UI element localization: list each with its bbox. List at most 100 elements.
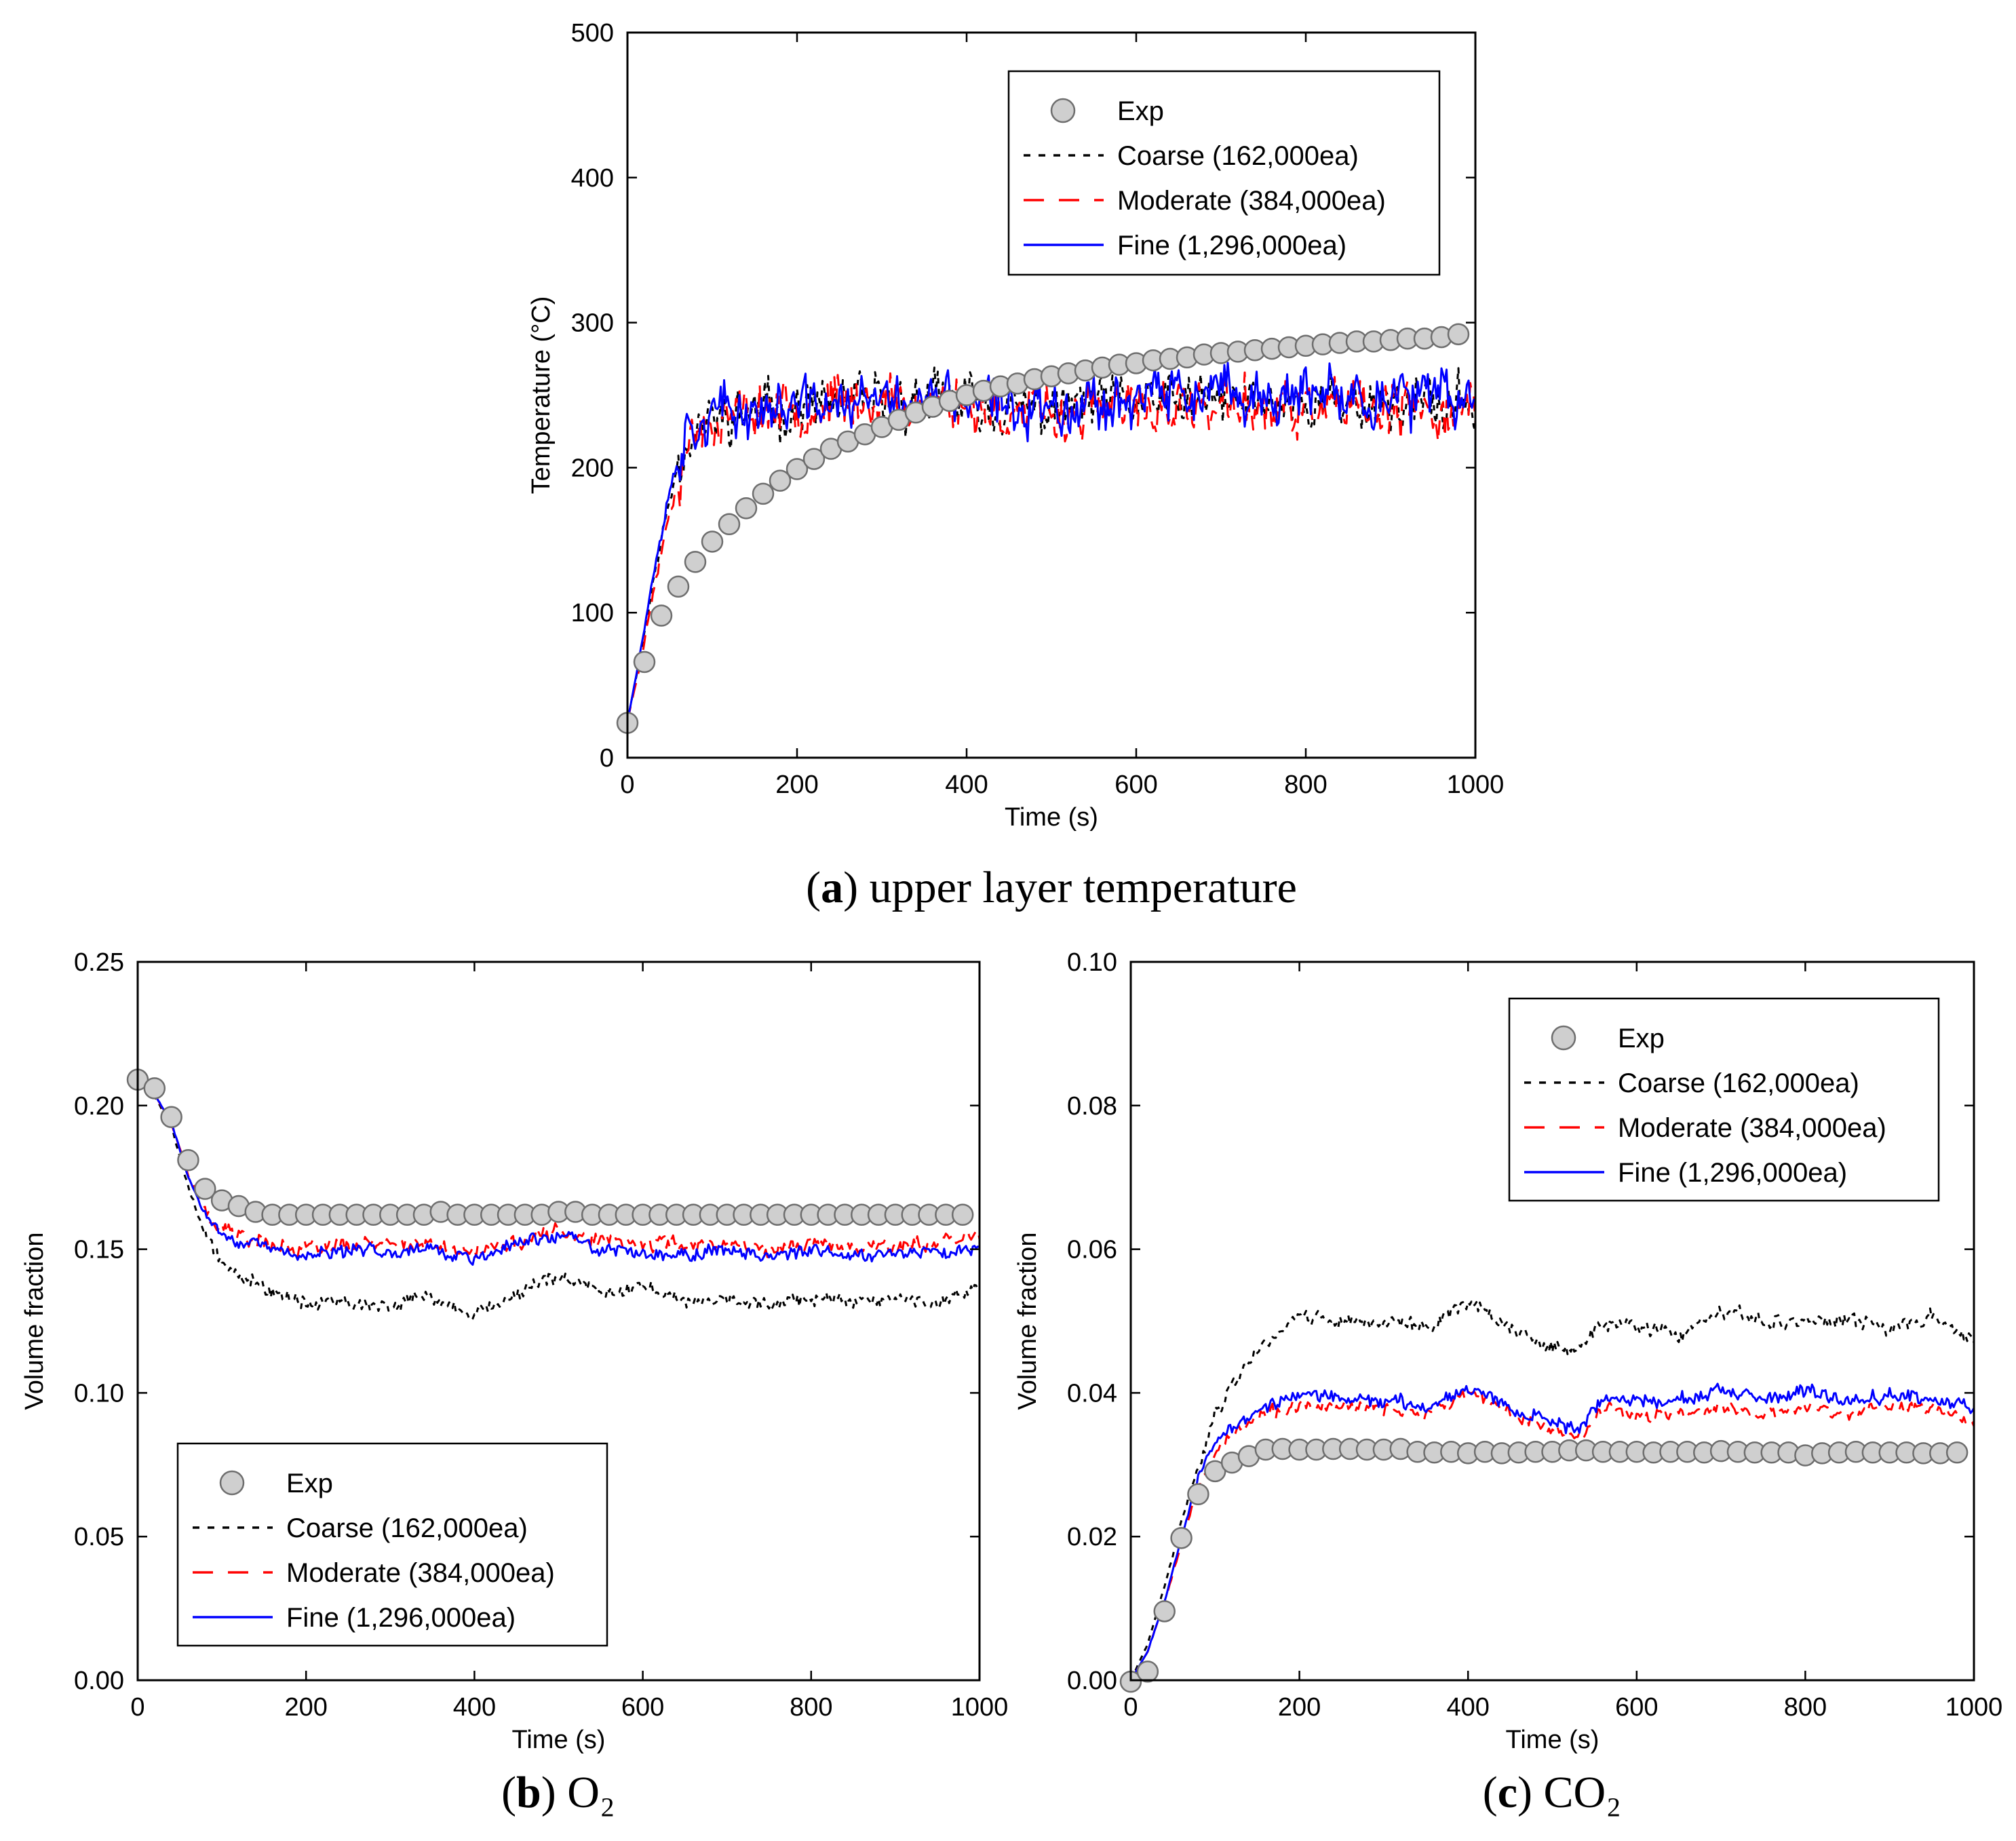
- exp-marker: [177, 1149, 199, 1171]
- exp-marker: [752, 482, 775, 505]
- caption-a: (a) upper layer temperature: [806, 863, 1297, 912]
- y-tick-label: 400: [571, 164, 614, 193]
- x-tick-label: 200: [284, 1693, 327, 1722]
- exp-marker: [951, 1203, 974, 1226]
- legend-box: [1508, 997, 1940, 1202]
- y-tick-label: 0.08: [1067, 1092, 1117, 1121]
- x-tick-label: 800: [1284, 771, 1327, 799]
- y-tick-label: 0.06: [1067, 1236, 1117, 1264]
- caption-letter: c: [1498, 1768, 1517, 1817]
- caption-letter: b: [516, 1768, 541, 1817]
- caption-paren-open: (: [806, 863, 821, 912]
- x-tick-label: 600: [621, 1693, 664, 1722]
- legend-label-exp: Exp: [286, 1469, 333, 1498]
- exp-marker: [684, 551, 707, 573]
- x-tick-label: 0: [1123, 1693, 1138, 1722]
- series-line-moderate: [138, 1079, 980, 1258]
- y-tick-label: 0.10: [1067, 948, 1117, 977]
- y-tick-label: 0.02: [1067, 1523, 1117, 1551]
- legend-box: [1007, 70, 1441, 276]
- y-tick-label: 100: [571, 599, 614, 627]
- chart-panel-c: 0 200 400 600 800 1000 0.00 0.02 0.04 0.06 0.08 0.1…: [1013, 948, 2002, 1817]
- legend: Exp Coarse (162,000ea) Moderate (384,000ea…: [1007, 70, 1441, 276]
- x-tick-label: 800: [790, 1693, 832, 1722]
- legend-label-exp: Exp: [1618, 1024, 1665, 1053]
- chart-panel-b: 0 200 400 600 800 1000 0.00 0.05 0.10 0.15 0.20 0.2…: [20, 948, 1008, 1817]
- x-tick-label: 0: [130, 1693, 144, 1722]
- exp-marker: [1447, 323, 1470, 345]
- y-tick-label: 0.15: [74, 1236, 124, 1264]
- exp-marker: [1170, 1527, 1193, 1549]
- legend-label-coarse: Coarse (162,000ea): [1117, 141, 1359, 171]
- exp-marker: [194, 1178, 216, 1200]
- x-tick-label: 1000: [1447, 771, 1505, 799]
- exp-marker: [802, 448, 826, 470]
- series-line-moderate: [1131, 1389, 1974, 1680]
- y-tick-label: 200: [571, 454, 614, 482]
- legend-box: [176, 1442, 608, 1647]
- exp-marker: [701, 530, 724, 553]
- exp-marker: [718, 513, 741, 536]
- exp-marker: [769, 469, 792, 492]
- x-tick-label: 1000: [1945, 1693, 2003, 1722]
- legend-label-moderate: Moderate (384,000ea): [1618, 1113, 1886, 1143]
- y-tick-label: 0.10: [74, 1379, 124, 1408]
- caption-paren-open: (: [501, 1768, 516, 1817]
- legend-label-fine: Fine (1,296,000ea): [286, 1603, 516, 1633]
- plot-area: [1131, 1300, 1974, 1680]
- x-tick-label: 200: [1278, 1693, 1321, 1722]
- x-tick-label: 600: [1615, 1693, 1658, 1722]
- caption-paren-close: ): [1517, 1768, 1532, 1817]
- series-line-fine: [1131, 1382, 1974, 1680]
- y-tick-label: 0.04: [1067, 1379, 1117, 1408]
- legend-label-coarse: Coarse (162,000ea): [1618, 1068, 1859, 1098]
- caption-paren-close: ): [541, 1768, 556, 1817]
- exp-marker: [1945, 1441, 1969, 1464]
- legend: Exp Coarse (162,000ea) Moderate (384,000ea…: [1508, 997, 1940, 1202]
- legend-label-fine: Fine (1,296,000ea): [1618, 1158, 1847, 1188]
- x-axis-label: Time (s): [512, 1726, 606, 1754]
- x-tick-label: 400: [945, 771, 988, 799]
- exp-marker: [786, 458, 809, 480]
- y-tick-label: 0.05: [74, 1523, 124, 1551]
- caption-letter: a: [821, 863, 843, 912]
- exp-marker: [143, 1077, 166, 1100]
- caption-text: O₂: [556, 1768, 615, 1817]
- series-line-coarse: [1131, 1300, 1974, 1680]
- y-tick-label: 0: [600, 744, 614, 773]
- y-tick-label: 0.20: [74, 1092, 124, 1121]
- caption-c: (c) CO₂: [1483, 1768, 1621, 1817]
- x-tick-label: 1000: [951, 1693, 1009, 1722]
- x-tick-label: 200: [775, 771, 818, 799]
- x-tick-label: 600: [1114, 771, 1157, 799]
- legend-marker-exp: [1551, 1025, 1576, 1051]
- x-axis-label: Time (s): [1005, 803, 1098, 832]
- exp-marker: [667, 575, 690, 598]
- chart-panel-a: 0 200 400 600 800 1000 0 100 200 300 400 500 Time (s…: [527, 19, 1504, 912]
- x-axis-label: Time (s): [1506, 1726, 1600, 1754]
- x-tick-label: 0: [620, 771, 634, 799]
- series-line-moderate: [627, 369, 1475, 722]
- exp-marker: [1153, 1600, 1176, 1623]
- exp-marker: [735, 497, 758, 520]
- legend-label-exp: Exp: [1117, 96, 1164, 126]
- exp-marker: [160, 1106, 182, 1128]
- legend-label-moderate: Moderate (384,000ea): [1117, 186, 1386, 216]
- exp-marker: [1187, 1483, 1209, 1505]
- plot-frame: [136, 961, 981, 1682]
- series-line-coarse: [627, 366, 1475, 722]
- caption-text: CO₂: [1532, 1768, 1621, 1817]
- y-axis-label: Temperature (°C): [527, 296, 556, 495]
- legend-label-coarse: Coarse (162,000ea): [286, 1513, 528, 1543]
- caption-paren-close: ): [843, 863, 858, 912]
- caption-b: (b) O₂: [501, 1768, 615, 1817]
- caption-text: upper layer temperature: [858, 863, 1297, 912]
- plot-frame: [1129, 961, 1975, 1682]
- series-line-fine: [627, 362, 1475, 722]
- exp-marker: [633, 651, 656, 674]
- plot-area: [627, 362, 1475, 722]
- legend-label-fine: Fine (1,296,000ea): [1117, 231, 1346, 260]
- plot-frame: [626, 31, 1477, 759]
- series-line-coarse: [138, 1079, 980, 1321]
- y-tick-label: 300: [571, 309, 614, 338]
